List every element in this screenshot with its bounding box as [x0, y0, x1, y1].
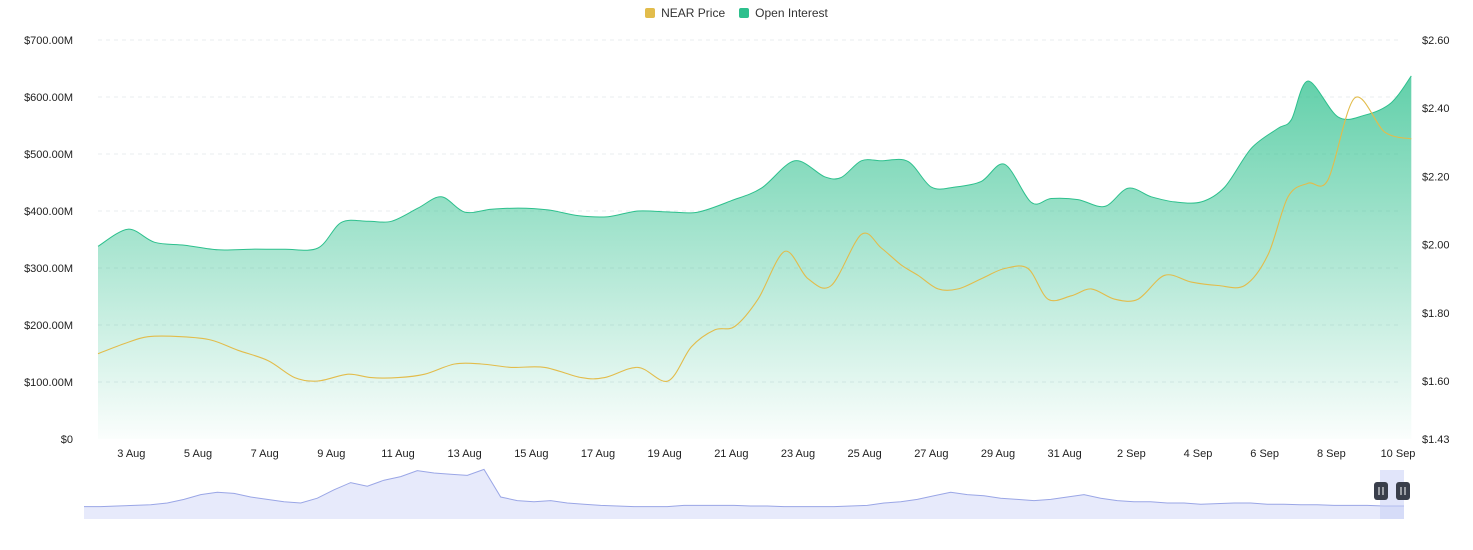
left-axis-tick: $600.00M: [24, 92, 73, 104]
x-axis-tick: 19 Aug: [648, 448, 682, 460]
x-axis-tick: 7 Aug: [251, 448, 279, 460]
right-axis-tick: $2.00: [1422, 240, 1450, 252]
right-axis-tick: $1.60: [1422, 376, 1450, 388]
x-axis-tick: 21 Aug: [714, 448, 748, 460]
x-axis-tick: 23 Aug: [781, 448, 815, 460]
x-axis-tick: 13 Aug: [448, 448, 482, 460]
legend-label-open-interest: Open Interest: [755, 6, 828, 20]
x-axis-tick: 27 Aug: [914, 448, 948, 460]
x-axis-tick: 11 Aug: [381, 448, 414, 460]
legend-label-near-price: NEAR Price: [661, 6, 726, 20]
right-axis-tick: $2.20: [1422, 171, 1450, 183]
range-navigator[interactable]: [84, 468, 1410, 519]
legend-item-open-interest[interactable]: Open Interest: [739, 6, 828, 20]
x-axis-tick: 29 Aug: [981, 448, 1015, 460]
chart-legend: NEAR Price Open Interest: [0, 4, 1473, 22]
legend-swatch-near-price: [645, 8, 656, 18]
left-axis-tick: $0: [61, 434, 73, 446]
x-axis-tick: 5 Aug: [184, 448, 212, 460]
left-axis-tick: $400.00M: [24, 206, 73, 218]
x-axis: 3 Aug 5 Aug 7 Aug 9 Aug 11 Aug 13 Aug 15 Aug 17…: [117, 448, 1415, 460]
left-axis-tick: $200.00M: [24, 320, 73, 332]
left-axis-tick: $100.00M: [24, 377, 73, 389]
x-axis-tick: 9 Aug: [317, 448, 345, 460]
x-axis-tick: 6 Sep: [1250, 448, 1279, 460]
right-y-axis: $2.60 $2.40 $2.20 $2.00 $1.80 $1.60 $1.43: [1422, 35, 1450, 446]
near-price-line: [97, 96, 1412, 382]
open-interest-area: [98, 75, 1412, 440]
handle-grip-body: [1396, 482, 1410, 500]
navigator-right-handle[interactable]: [1396, 482, 1410, 500]
legend-item-near-price[interactable]: NEAR Price: [645, 6, 725, 20]
navigator-line: [84, 468, 1404, 508]
right-axis-tick: $1.43: [1422, 434, 1450, 446]
series-layer: [97, 75, 1412, 440]
open-interest-line: [97, 75, 1412, 251]
left-axis-tick: $300.00M: [24, 263, 73, 275]
right-axis-tick: $2.40: [1422, 103, 1450, 115]
right-axis-tick: $2.60: [1422, 35, 1450, 47]
left-axis-tick: $500.00M: [24, 149, 73, 161]
x-axis-tick: 25 Aug: [848, 448, 882, 460]
x-axis-tick: 8 Sep: [1317, 448, 1346, 460]
x-axis-tick: 17 Aug: [581, 448, 615, 460]
x-axis-tick: 10 Sep: [1381, 448, 1416, 460]
x-axis-tick: 3 Aug: [117, 448, 145, 460]
right-axis-tick: $1.80: [1422, 308, 1450, 320]
x-axis-tick: 2 Sep: [1117, 448, 1146, 460]
left-y-axis: $700.00M $600.00M $500.00M $400.00M $300.00M…: [24, 35, 73, 446]
handle-grip-body: [1374, 482, 1388, 500]
legend-swatch-open-interest: [739, 8, 750, 18]
x-axis-tick: 15 Aug: [514, 448, 548, 460]
left-axis-tick: $700.00M: [24, 35, 73, 47]
navigator-area: [84, 469, 1404, 519]
navigator-left-handle[interactable]: [1374, 482, 1388, 500]
x-axis-tick: 31 Aug: [1048, 448, 1082, 460]
x-axis-tick: 4 Sep: [1184, 448, 1213, 460]
